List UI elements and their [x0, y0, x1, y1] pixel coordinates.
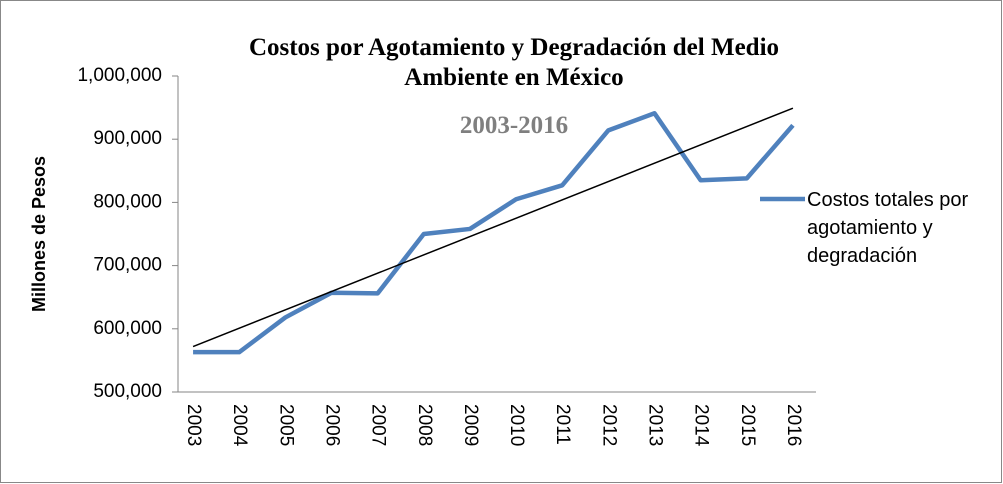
- y-tick-label: 700,000: [93, 255, 162, 276]
- x-tick-label: 2012: [598, 404, 619, 446]
- x-tick-label: 2010: [506, 404, 527, 446]
- y-tick-label: 600,000: [93, 318, 162, 339]
- data-line: [193, 111, 795, 355]
- chart-subtitle: 2003-2016: [460, 112, 568, 139]
- x-tick-label: 2011: [552, 404, 573, 445]
- y-tick-label: 1,000,000: [77, 65, 162, 86]
- x-tick-label: 2004: [229, 404, 250, 447]
- legend-label: Costos totales por agotamiento y degrada…: [807, 189, 969, 267]
- x-tick-label: 2014: [691, 404, 712, 447]
- trend-line: [192, 107, 794, 348]
- y-tick-label: 500,000: [93, 381, 162, 402]
- x-tick-label: 2009: [460, 404, 481, 446]
- x-tick-label: 2003: [183, 404, 204, 446]
- x-tick-label: 2015: [737, 404, 758, 446]
- chart-title: Costos por Agotamiento y Degradación del…: [249, 34, 779, 91]
- x-tick-label: 2008: [414, 404, 435, 446]
- y-axis-label: Millones de Pesos: [29, 156, 49, 312]
- x-tick-label: 2005: [275, 404, 296, 446]
- x-tick-label: 2006: [321, 404, 342, 446]
- x-tick-label: 2016: [783, 404, 804, 446]
- y-tick-label: 900,000: [93, 128, 162, 149]
- y-tick-label: 800,000: [93, 191, 162, 212]
- x-tick-label: 2007: [368, 404, 389, 446]
- x-tick-label: 2013: [644, 404, 665, 446]
